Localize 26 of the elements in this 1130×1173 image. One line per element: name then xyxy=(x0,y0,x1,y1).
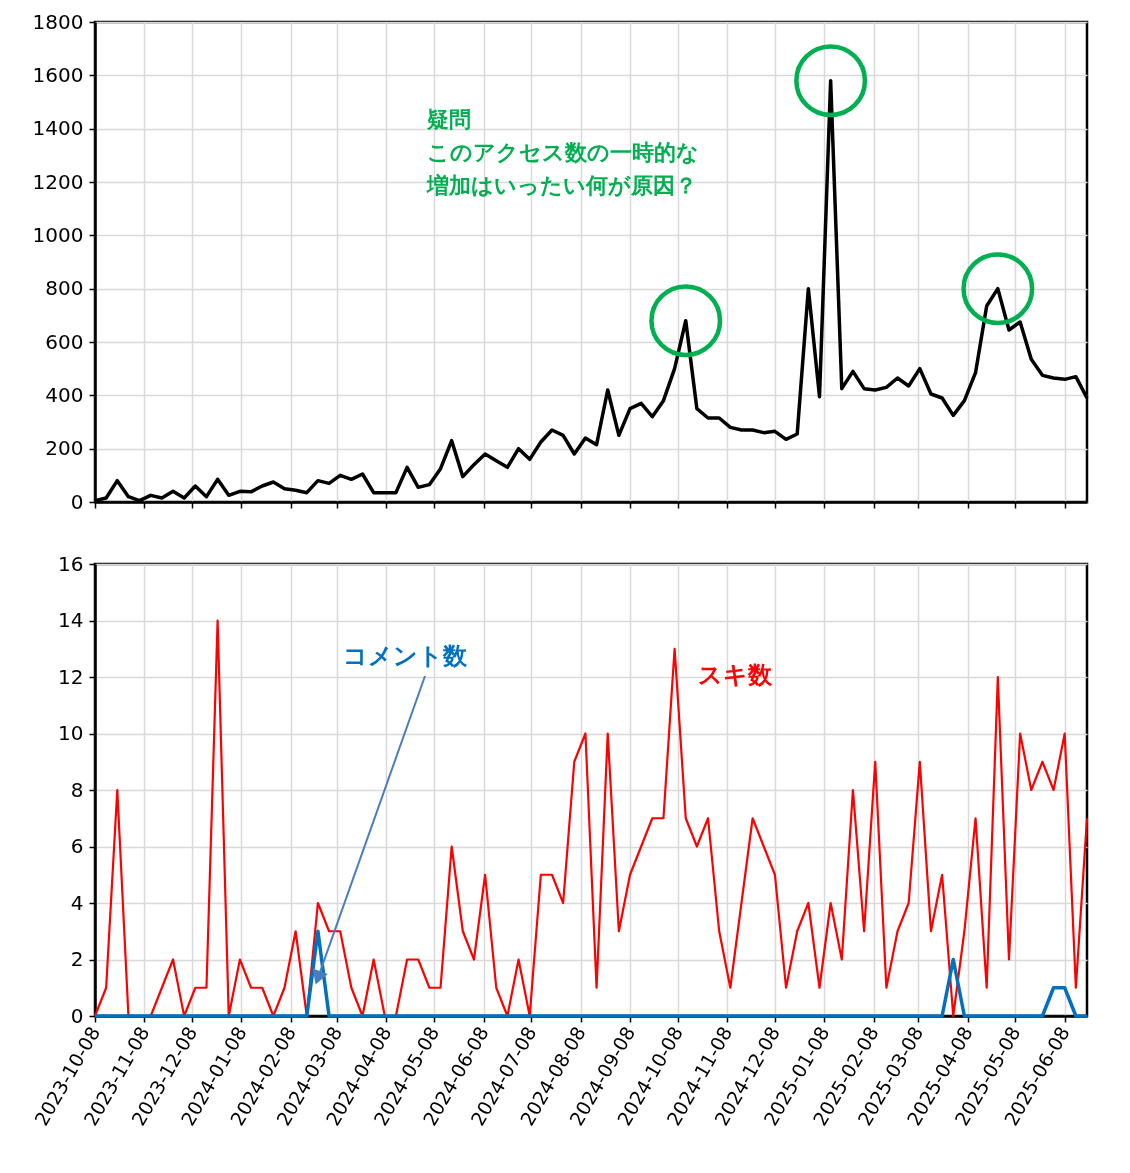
annotation: 疑問 xyxy=(426,107,471,132)
y-tick-label: 1200 xyxy=(32,169,84,194)
series-label: スキ数 xyxy=(698,661,773,689)
y-tick-label: 0 xyxy=(70,489,84,514)
point xyxy=(794,44,868,118)
y-tick-label: 0 xyxy=(70,1003,84,1028)
y-tick-label: 2 xyxy=(70,947,84,971)
point xyxy=(649,284,723,358)
y-tick-label: 400 xyxy=(45,382,84,407)
y-tick-label: 14 xyxy=(58,608,84,632)
y-tick-label: 12 xyxy=(58,664,84,689)
y-tick-label: 6 xyxy=(70,834,84,858)
y-tick-label: 4 xyxy=(70,890,84,915)
y-tick-label: 16 xyxy=(58,551,84,576)
y-tick-label: 200 xyxy=(45,436,84,461)
annotation: このアクセス数の一時的な増加はいったい何が原因？ xyxy=(426,140,699,198)
text: コメント数 xyxy=(343,642,468,670)
y-tick-label: 1600 xyxy=(32,62,84,87)
y-tick-label: 1000 xyxy=(32,222,84,247)
y-tick-label: 10 xyxy=(58,721,84,745)
y-tick-label: 600 xyxy=(45,329,84,354)
y-tick-label: 8 xyxy=(70,777,84,802)
y-tick-label: 800 xyxy=(45,276,84,301)
point xyxy=(961,252,1035,326)
y-tick-label: 1800 xyxy=(32,9,84,34)
y-tick-label: 1400 xyxy=(32,116,84,141)
